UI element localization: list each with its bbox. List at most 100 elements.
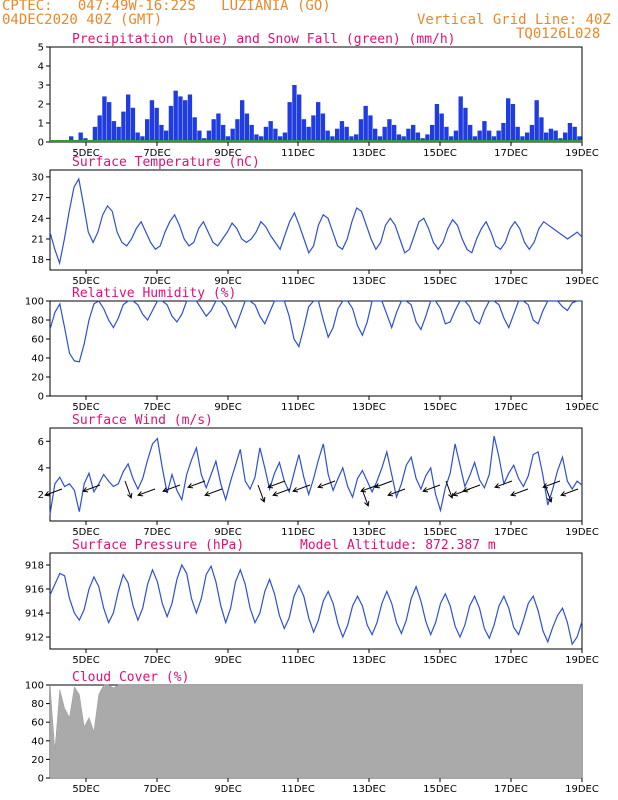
precip-bar [164, 130, 169, 142]
wind-arrow [204, 488, 223, 496]
panel-title-5: Cloud Cover (%) [72, 670, 189, 685]
wind-arrow-head [364, 500, 370, 507]
x-tick-label: 5DEC [72, 276, 99, 287]
wind-arrow-head [317, 483, 324, 489]
precip-bar [449, 136, 454, 142]
precip-bar [145, 119, 150, 142]
precip-bar [301, 119, 307, 142]
wind-arrow [162, 484, 181, 492]
wind-arrow-head [272, 491, 279, 497]
wind-arrow [124, 480, 132, 499]
y-tick-label: 18 [31, 255, 44, 266]
precip-bar [339, 121, 345, 142]
precip-bar [506, 98, 511, 142]
precip-bar [577, 136, 582, 142]
wind-arrow [137, 488, 156, 496]
x-tick-label: 19DEC [565, 527, 599, 538]
precip-bar [102, 96, 107, 142]
precip-bar [273, 128, 278, 142]
precip-bar [463, 107, 468, 142]
x-tick-label: 17DEC [494, 148, 528, 159]
x-tick-label: 5DEC [72, 527, 99, 538]
wind-arrow-head [292, 487, 299, 493]
precip-bar [263, 126, 269, 142]
precip-bar [330, 136, 335, 142]
wind-arrow-head [560, 491, 567, 497]
wind-arrow [317, 480, 336, 488]
x-tick-label: 13DEC [352, 276, 386, 287]
x-tick-label: 19DEC [565, 276, 599, 287]
precip-bar [363, 105, 368, 142]
precip-bar [477, 130, 482, 142]
wind-arrow-head [204, 491, 211, 497]
y-tick-label: 24 [31, 214, 44, 225]
precip-bar [244, 113, 250, 142]
x-tick-label: 17DEC [494, 784, 528, 795]
wind-arrow [360, 484, 379, 492]
panel-title-3: Surface Wind (m/s) [72, 413, 213, 428]
x-tick-label: 13DEC [352, 527, 386, 538]
precip-bar [349, 136, 354, 142]
precip-bar [515, 126, 520, 142]
precip-bar [268, 121, 273, 142]
wind-arrow [387, 488, 406, 496]
cloud-cover-area [49, 684, 583, 779]
wind-arrow [560, 488, 579, 496]
precip-bar [392, 124, 397, 142]
precip-bar [572, 126, 577, 142]
wind-arrow [462, 484, 481, 492]
wind-arrow [82, 484, 101, 492]
precip-bar [211, 119, 216, 142]
precip-bar [116, 126, 121, 142]
y-tick-label: 4 [38, 62, 44, 73]
precip-bar [468, 124, 473, 142]
y-tick-label: 2 [38, 100, 44, 111]
y-tick-label: 4 [38, 463, 44, 474]
x-tick-label: 19DEC [565, 402, 599, 413]
precip-bar [287, 102, 292, 142]
x-tick-label: 7DEC [143, 148, 170, 159]
precip-bar [135, 132, 140, 142]
y-tick-label: 20 [31, 373, 44, 384]
precip-bar [458, 96, 463, 142]
precip-bar [529, 124, 535, 142]
x-tick-label: 11DEC [281, 276, 315, 287]
precip-bar [567, 123, 573, 142]
wind-arrow-head [510, 491, 517, 497]
precip-bar [130, 107, 136, 142]
x-tick-label: 13DEC [352, 402, 386, 413]
precip-bar [496, 130, 501, 142]
wind-arrow [542, 480, 561, 488]
precip-bar [183, 100, 188, 142]
precip-bar [78, 132, 83, 142]
precip-bar [411, 124, 416, 142]
wind-arrow-head [137, 491, 144, 497]
y-tick-label: 21 [31, 234, 44, 245]
wind-arrow-head [162, 487, 169, 493]
x-tick-label: 17DEC [494, 655, 528, 666]
x-tick-label: 15DEC [423, 148, 457, 159]
x-tick-label: 17DEC [494, 527, 528, 538]
precip-bar [311, 115, 316, 142]
x-tick-label: 9DEC [214, 527, 241, 538]
panel-title-0: Precipitation (blue) and Snow Fall (gree… [72, 32, 456, 47]
x-tick-label: 19DEC [565, 655, 599, 666]
x-tick-label: 9DEC [214, 655, 241, 666]
precip-bar [320, 113, 326, 142]
wind-arrow-head [374, 483, 381, 489]
y-tick-label: 20 [31, 755, 44, 766]
precip-bar [187, 94, 193, 142]
precip-bar [111, 121, 117, 142]
wind-arrow-head [462, 487, 469, 493]
run-time: 04DEC2020 40Z (GMT) [2, 12, 163, 28]
y-tick-label: 5 [38, 43, 44, 54]
x-tick-label: 17DEC [494, 402, 528, 413]
x-tick-label: 9DEC [214, 402, 241, 413]
wind-arrow-head [82, 487, 89, 493]
panel-title-4: Surface Pressure (hPa) [72, 538, 244, 553]
y-tick-label: 100 [25, 681, 44, 692]
panel-subtitle-4: Model Altitude: 872.387 m [300, 538, 496, 553]
wind-arrow-head [542, 483, 549, 489]
precip-bar [121, 111, 126, 142]
